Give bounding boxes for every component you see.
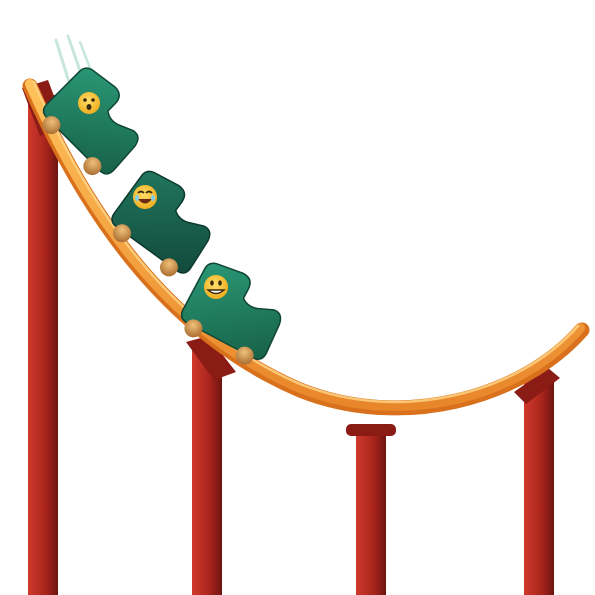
support-pole-third	[346, 424, 396, 595]
support-poles	[22, 80, 560, 595]
grinning-face-icon	[204, 275, 228, 299]
track	[22, 78, 590, 416]
support-pole-second	[186, 336, 236, 595]
coaster-car-1	[42, 67, 139, 176]
support-pole-right	[514, 368, 560, 595]
laughing-face-icon	[133, 185, 157, 209]
astonished-face-icon	[78, 92, 100, 114]
